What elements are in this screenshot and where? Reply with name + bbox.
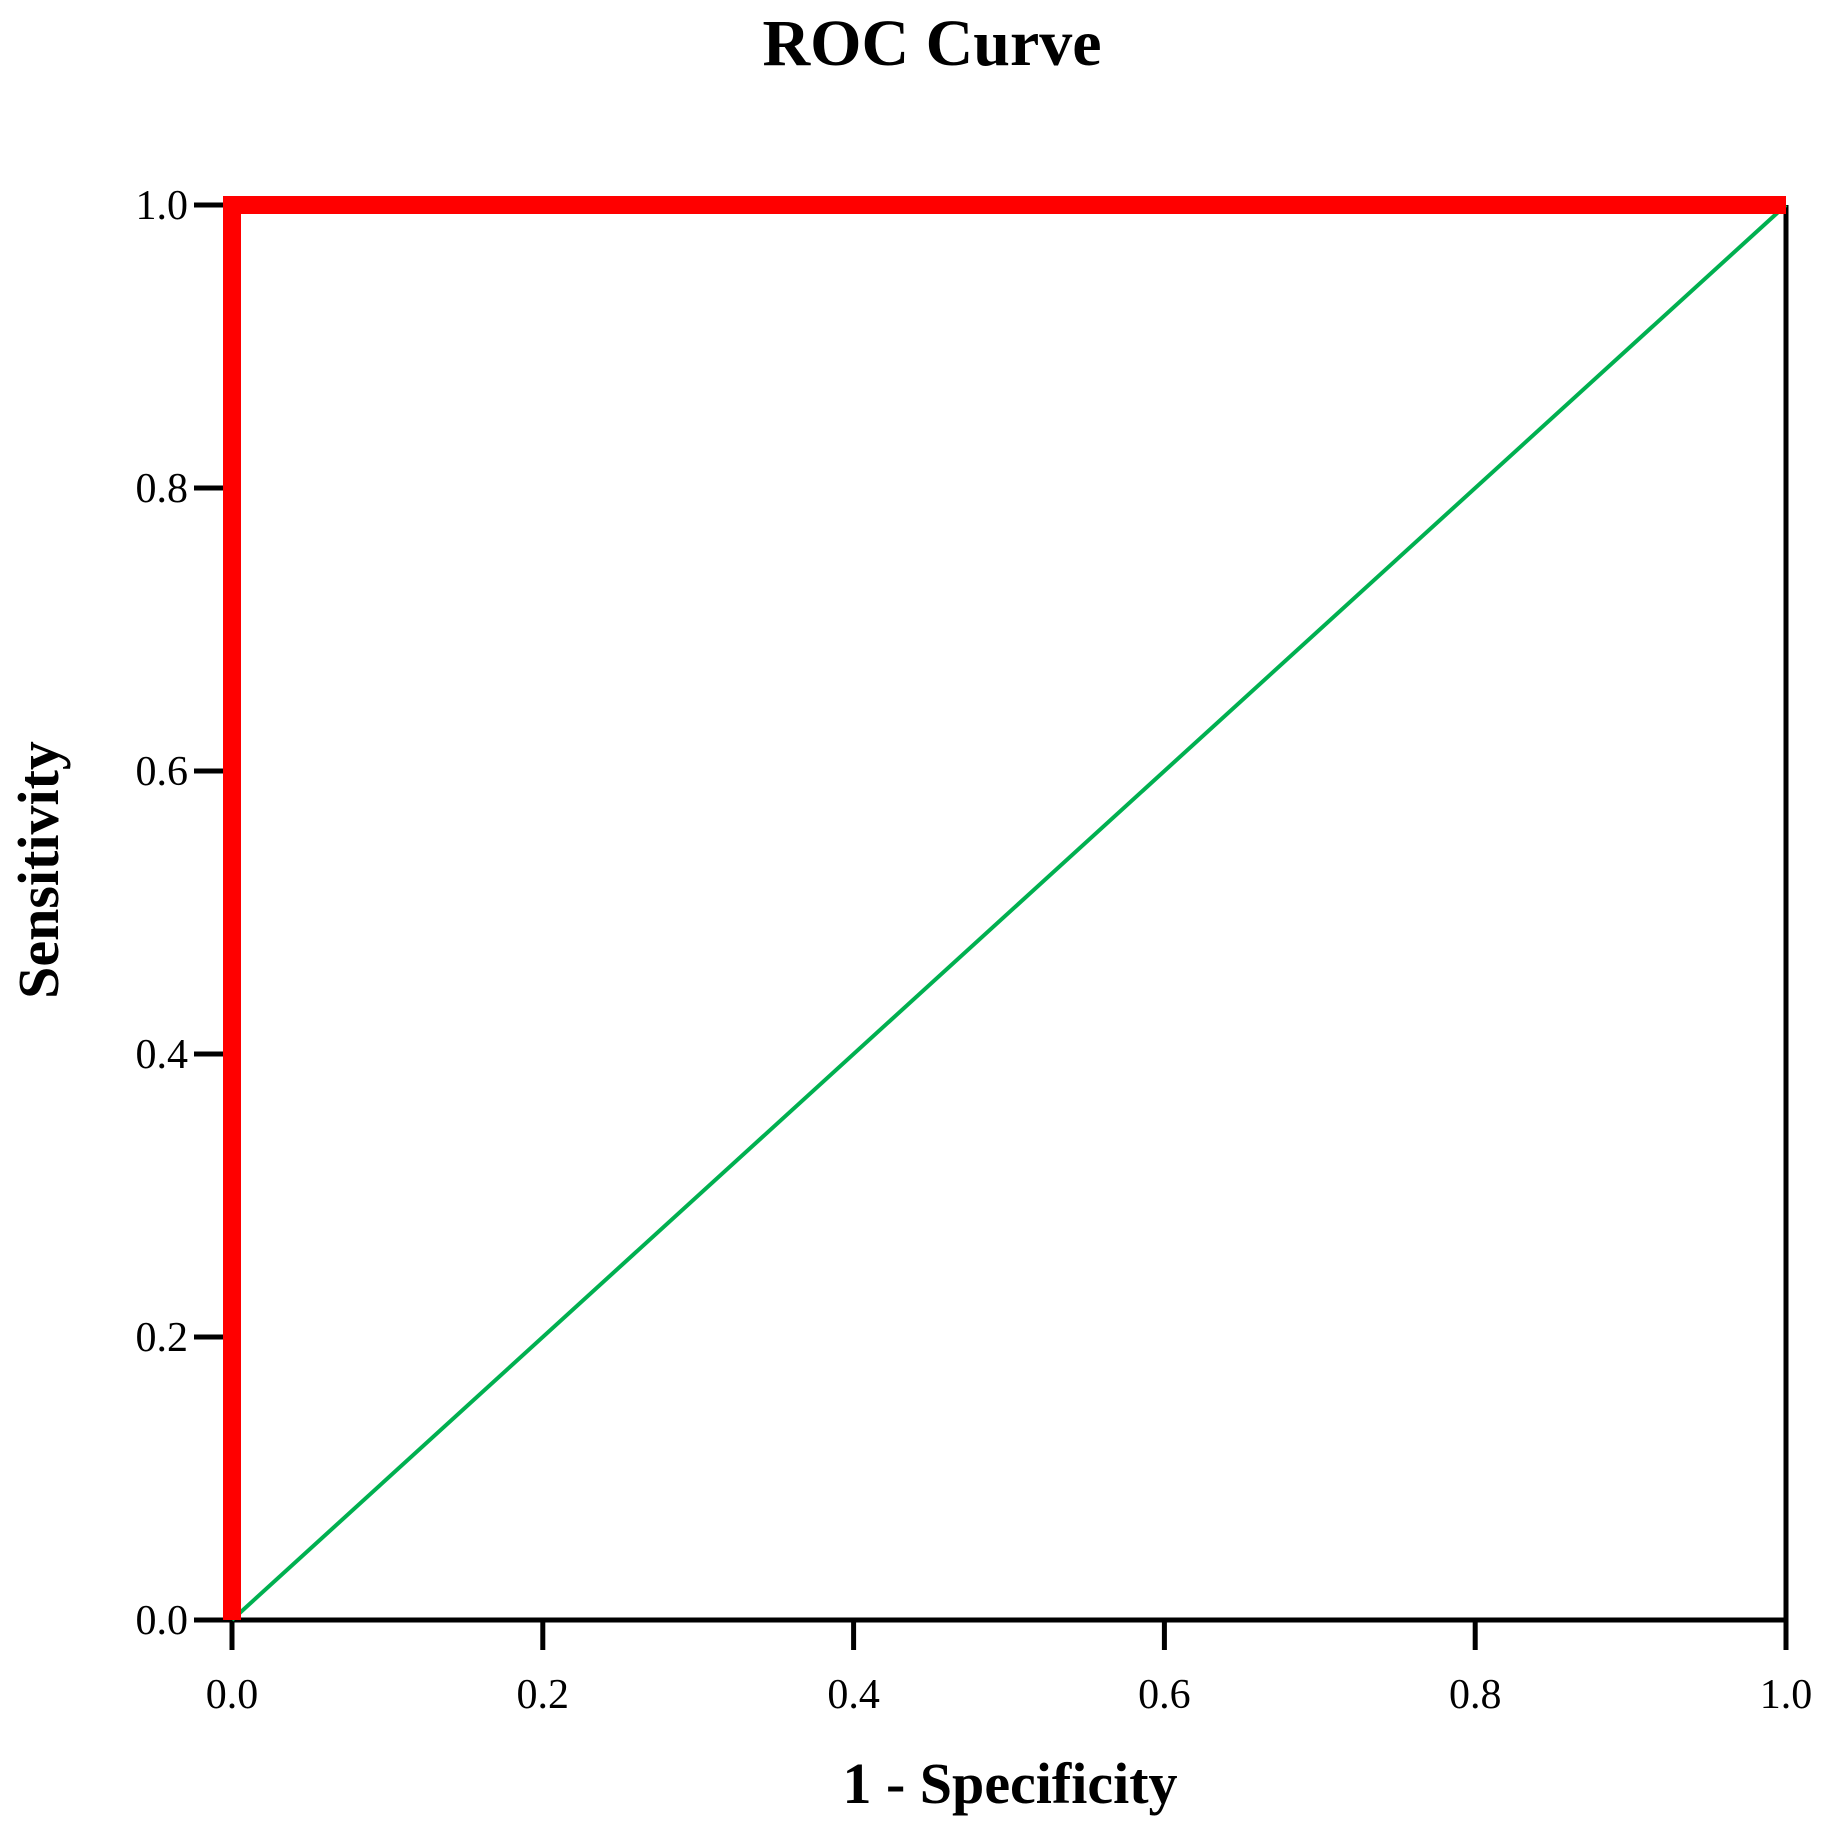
reference-diagonal-line [230, 203, 1788, 1622]
y-axis-label: Sensitivity [6, 741, 71, 999]
x-tick-label: 0.8 [1449, 1672, 1502, 1718]
y-tick-label: 0.4 [136, 1032, 189, 1078]
roc-curve-line [223, 196, 1786, 1620]
x-axis-ticks: 0.0 0.2 0.4 0.6 0.8 1.0 [206, 1620, 1813, 1718]
x-tick-label: 0.6 [1138, 1672, 1191, 1718]
x-axis-label: 1 - Specificity [842, 1751, 1177, 1816]
x-tick-label: 0.0 [206, 1672, 259, 1718]
y-tick-label: 0.0 [136, 1598, 189, 1644]
x-tick-label: 0.4 [827, 1672, 880, 1718]
chart-title: ROC Curve [762, 7, 1101, 80]
y-tick-label: 0.8 [136, 466, 189, 512]
y-tick-label: 0.6 [136, 749, 189, 795]
y-axis-ticks: 0.0 0.2 0.4 0.6 0.8 1.0 [136, 183, 232, 1644]
x-tick-label: 1.0 [1760, 1672, 1813, 1718]
y-tick-label: 0.2 [136, 1315, 189, 1361]
series-layer [223, 196, 1788, 1622]
y-tick-label: 1.0 [136, 183, 189, 229]
x-tick-label: 0.2 [517, 1672, 570, 1718]
